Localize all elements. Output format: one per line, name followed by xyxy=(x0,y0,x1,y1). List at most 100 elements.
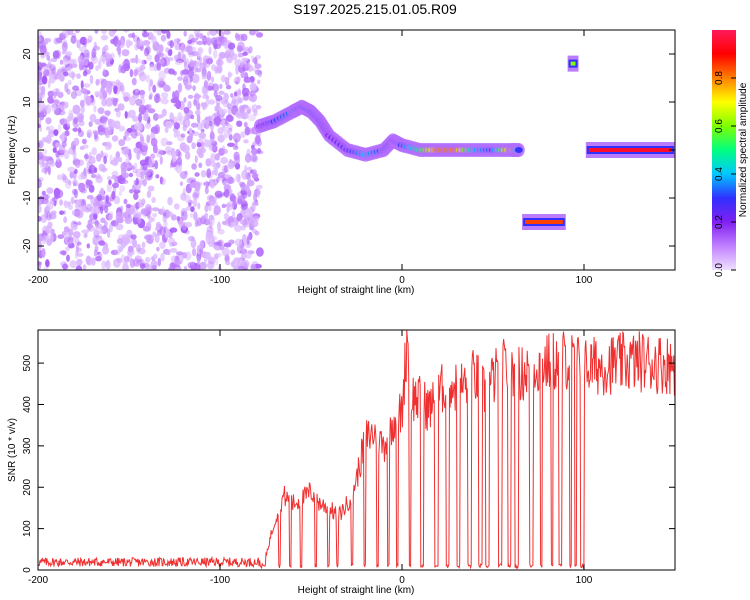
noise-blob xyxy=(211,113,218,118)
noise-blob xyxy=(61,100,67,111)
noise-blob xyxy=(241,190,248,199)
noise-blob xyxy=(156,61,162,71)
noise-blob xyxy=(101,260,106,270)
noise-blob xyxy=(146,234,154,245)
noise-blob xyxy=(45,117,52,125)
noise-blob xyxy=(237,51,242,59)
noise-blob xyxy=(52,147,57,153)
noise-blob xyxy=(68,58,75,67)
noise-blob xyxy=(117,46,121,56)
noise-blob xyxy=(105,195,109,203)
noise-blob xyxy=(221,38,227,47)
noise-blob xyxy=(136,184,142,190)
noise-blob xyxy=(244,126,251,136)
noise-blob xyxy=(109,223,113,233)
noise-blob xyxy=(141,241,146,249)
noise-blob xyxy=(227,103,232,110)
noise-blob xyxy=(91,147,97,156)
noise-blob xyxy=(248,91,254,96)
noise-blob xyxy=(214,190,223,198)
noise-blob xyxy=(191,51,199,57)
noise-blob xyxy=(234,91,238,97)
noise-blob xyxy=(129,68,134,78)
noise-blob xyxy=(74,250,79,259)
noise-blob xyxy=(113,85,118,94)
noise-blob xyxy=(208,198,216,206)
noise-blob xyxy=(244,165,248,173)
noise-blob xyxy=(139,134,144,143)
noise-blob xyxy=(240,253,247,260)
noise-blob xyxy=(119,185,126,192)
noise-blob xyxy=(224,173,229,179)
noise-blob xyxy=(108,213,113,221)
noise-blob xyxy=(133,162,138,170)
noise-blob xyxy=(243,139,249,144)
noise-blob xyxy=(248,114,256,122)
noise-blob xyxy=(117,244,125,251)
noise-blob xyxy=(61,50,67,55)
noise-blob xyxy=(160,97,169,105)
noise-blob xyxy=(191,73,200,84)
noise-blob xyxy=(172,41,179,47)
noise-blob xyxy=(159,156,163,165)
noise-blob xyxy=(243,76,252,84)
noise-blob xyxy=(86,179,93,186)
noise-blob xyxy=(68,109,74,120)
noise-blob xyxy=(201,119,206,126)
noise-blob xyxy=(176,130,181,137)
noise-blob xyxy=(125,203,131,209)
noise-blob xyxy=(85,95,92,106)
noise-blob xyxy=(82,64,88,71)
noise-blob xyxy=(63,231,70,242)
noise-blob xyxy=(223,212,229,221)
noise-blob xyxy=(40,85,46,96)
noise-blob xyxy=(152,231,157,238)
noise-blob xyxy=(105,259,111,270)
noise-blob xyxy=(193,181,197,189)
noise-blob xyxy=(156,148,163,158)
noise-blob xyxy=(38,123,41,128)
noise-blob xyxy=(189,60,197,67)
noise-blob xyxy=(130,234,137,240)
noise-blob xyxy=(197,202,201,210)
noise-blob xyxy=(230,221,237,228)
noise-blob xyxy=(204,204,209,213)
noise-blob xyxy=(38,73,42,82)
noise-blob xyxy=(217,127,224,135)
noise-blob xyxy=(218,90,225,96)
noise-blob xyxy=(72,179,78,187)
noise-blob xyxy=(221,247,230,257)
noise-blob xyxy=(223,164,228,174)
noise-blob xyxy=(145,74,151,83)
noise-blob xyxy=(217,221,221,232)
noise-blob xyxy=(65,51,72,57)
noise-blob xyxy=(77,174,83,181)
y-tick-label: 100 xyxy=(22,520,33,537)
noise-blob xyxy=(124,257,130,264)
noise-blob xyxy=(90,55,98,64)
noise-blob xyxy=(110,81,117,87)
noise-blob xyxy=(83,153,89,160)
noise-blob xyxy=(214,166,218,177)
noise-blob xyxy=(134,88,140,94)
noise-blob xyxy=(116,238,123,245)
noise-blob xyxy=(220,148,229,155)
noise-blob xyxy=(199,137,207,142)
noise-blob xyxy=(112,156,119,167)
noise-blob xyxy=(196,121,203,131)
noise-blob xyxy=(163,220,168,228)
noise-blob xyxy=(94,91,102,96)
noise-blob xyxy=(184,251,192,261)
noise-blob xyxy=(119,205,124,213)
noise-blob xyxy=(107,85,112,95)
noise-blob xyxy=(223,184,232,191)
noise-blob xyxy=(113,39,122,48)
noise-blob xyxy=(227,142,235,147)
noise-blob xyxy=(150,137,158,147)
noise-blob xyxy=(145,265,153,270)
noise-blob xyxy=(81,138,87,145)
noise-blob xyxy=(51,103,57,112)
noise-blob xyxy=(145,104,151,109)
noise-blob xyxy=(136,243,141,253)
noise-blob xyxy=(69,171,74,179)
